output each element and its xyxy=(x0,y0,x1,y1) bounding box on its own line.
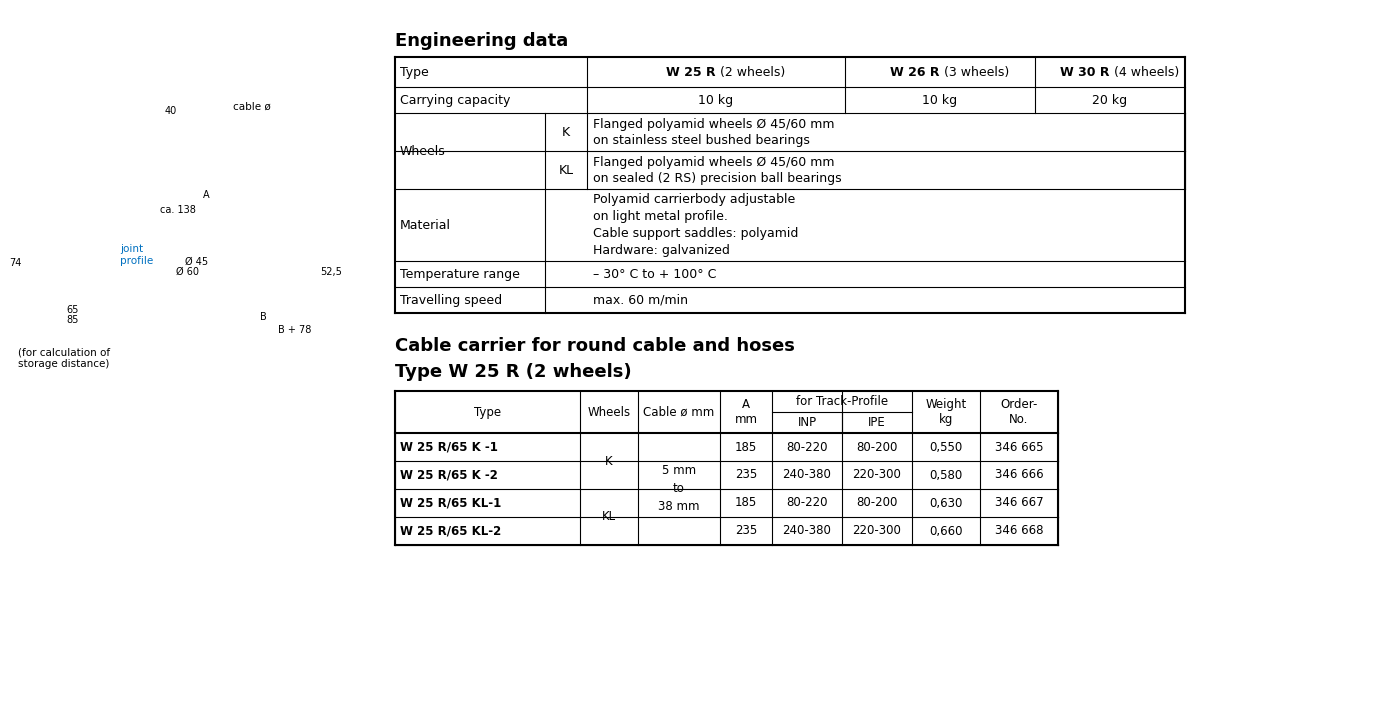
Text: 346 666: 346 666 xyxy=(995,468,1043,481)
Text: W 25 R/65 K -1: W 25 R/65 K -1 xyxy=(399,441,498,454)
Text: W 26 R: W 26 R xyxy=(890,65,940,78)
Text: Wheels: Wheels xyxy=(399,144,446,157)
Text: Cable ø mm: Cable ø mm xyxy=(644,405,714,418)
Text: Type: Type xyxy=(399,65,428,78)
Text: 52,5: 52,5 xyxy=(321,267,341,277)
Text: INP: INP xyxy=(797,416,817,429)
Text: 0,580: 0,580 xyxy=(929,468,963,481)
Text: K: K xyxy=(562,125,569,138)
Text: 20 kg: 20 kg xyxy=(1092,94,1128,107)
Text: 185: 185 xyxy=(735,441,757,454)
Text: 80-200: 80-200 xyxy=(857,497,898,510)
Text: Temperature range: Temperature range xyxy=(399,268,520,281)
Text: A: A xyxy=(203,190,210,200)
Text: (4 wheels): (4 wheels) xyxy=(1110,65,1179,78)
Text: W 25 R/65 KL-1: W 25 R/65 KL-1 xyxy=(399,497,502,510)
Text: B: B xyxy=(260,312,267,322)
Text: 74: 74 xyxy=(8,258,21,268)
Text: – 30° C to + 100° C: – 30° C to + 100° C xyxy=(593,268,716,281)
Text: 85: 85 xyxy=(66,315,79,325)
Text: B + 78: B + 78 xyxy=(278,325,311,335)
Text: Type: Type xyxy=(474,405,502,418)
Text: 240-380: 240-380 xyxy=(782,468,832,481)
Text: Flanged polyamid wheels Ø 45/60 mm
on stainless steel bushed bearings: Flanged polyamid wheels Ø 45/60 mm on st… xyxy=(593,117,835,146)
Text: 80-220: 80-220 xyxy=(786,497,828,510)
Text: Engineering data: Engineering data xyxy=(395,32,568,50)
Text: cable ø: cable ø xyxy=(234,102,271,112)
Text: Material: Material xyxy=(399,218,451,231)
Text: joint
profile: joint profile xyxy=(120,244,153,266)
Text: 0,660: 0,660 xyxy=(929,524,963,537)
Text: Order-
No.: Order- No. xyxy=(1001,398,1038,426)
Text: Carrying capacity: Carrying capacity xyxy=(399,94,510,107)
Text: W 25 R: W 25 R xyxy=(666,65,716,78)
Text: Wheels: Wheels xyxy=(587,405,630,418)
Text: IPE: IPE xyxy=(868,416,886,429)
Text: Type W 25 R (2 wheels): Type W 25 R (2 wheels) xyxy=(395,363,632,381)
Text: 40: 40 xyxy=(164,106,177,116)
Text: 0,550: 0,550 xyxy=(929,441,963,454)
Text: 346 665: 346 665 xyxy=(995,441,1043,454)
Text: for Track-Profile: for Track-Profile xyxy=(796,395,889,408)
Text: 185: 185 xyxy=(735,497,757,510)
Text: K: K xyxy=(605,455,612,468)
Text: 235: 235 xyxy=(735,524,757,537)
Text: W 25 R/65 KL-2: W 25 R/65 KL-2 xyxy=(399,524,502,537)
Text: 80-220: 80-220 xyxy=(786,441,828,454)
Text: Ø 60: Ø 60 xyxy=(176,267,199,277)
Text: ca. 138: ca. 138 xyxy=(160,205,196,215)
Text: 80-200: 80-200 xyxy=(857,441,898,454)
Text: 240-380: 240-380 xyxy=(782,524,832,537)
Text: 10 kg: 10 kg xyxy=(698,94,734,107)
Text: W 30 R: W 30 R xyxy=(1060,65,1110,78)
Text: (for calculation of
storage distance): (for calculation of storage distance) xyxy=(18,347,111,370)
Text: 235: 235 xyxy=(735,468,757,481)
Text: 65: 65 xyxy=(66,305,79,315)
Text: 10 kg: 10 kg xyxy=(922,94,958,107)
Text: W 25 R/65 K -2: W 25 R/65 K -2 xyxy=(399,468,498,481)
Text: 346 668: 346 668 xyxy=(995,524,1043,537)
Text: Cable carrier for round cable and hoses: Cable carrier for round cable and hoses xyxy=(395,337,795,355)
Text: KL: KL xyxy=(558,164,574,176)
Text: 220-300: 220-300 xyxy=(853,468,901,481)
Text: 346 667: 346 667 xyxy=(995,497,1043,510)
Text: 5 mm
to
38 mm: 5 mm to 38 mm xyxy=(658,465,699,513)
Text: (3 wheels): (3 wheels) xyxy=(940,65,1009,78)
Text: Polyamid carrierbody adjustable
on light metal profile.
Cable support saddles: p: Polyamid carrierbody adjustable on light… xyxy=(593,193,799,257)
Text: Ø 45: Ø 45 xyxy=(185,257,209,267)
Text: Travelling speed: Travelling speed xyxy=(399,294,502,307)
Text: 0,630: 0,630 xyxy=(929,497,963,510)
Text: KL: KL xyxy=(603,510,616,523)
Text: max. 60 m/min: max. 60 m/min xyxy=(593,294,688,307)
Text: (2 wheels): (2 wheels) xyxy=(716,65,785,78)
Text: Weight
kg: Weight kg xyxy=(926,398,966,426)
Text: A
mm: A mm xyxy=(734,398,757,426)
Text: 220-300: 220-300 xyxy=(853,524,901,537)
Text: Flanged polyamid wheels Ø 45/60 mm
on sealed (2 RS) precision ball bearings: Flanged polyamid wheels Ø 45/60 mm on se… xyxy=(593,155,842,184)
